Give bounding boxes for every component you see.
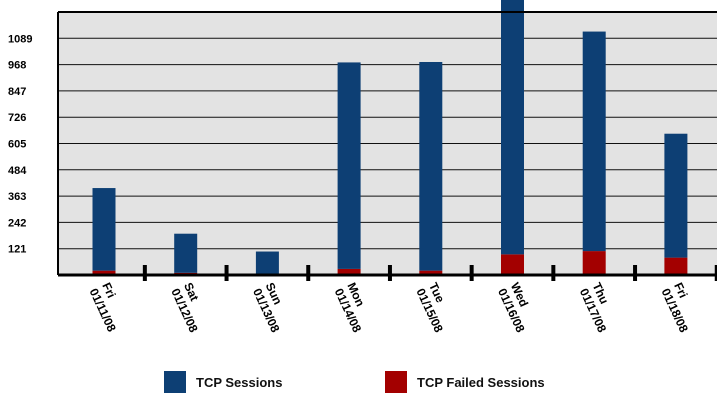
y-tick-label: 1089 bbox=[8, 33, 32, 45]
legend-label-tcp-sessions: TCP Sessions bbox=[196, 374, 283, 390]
legend: TCP Sessions TCP Failed Sessions bbox=[0, 371, 717, 393]
x-axis-tick-mark bbox=[387, 265, 392, 281]
bar-tcp-failed-sessions bbox=[419, 270, 443, 275]
plot-frame bbox=[57, 11, 717, 281]
legend-item-tcp-sessions: TCP Sessions bbox=[164, 371, 282, 393]
x-axis-tick-mark bbox=[714, 265, 717, 281]
y-tick-label: 726 bbox=[8, 112, 26, 124]
bar-tcp-sessions bbox=[174, 233, 198, 273]
bar-tcp-sessions bbox=[501, 0, 524, 255]
x-axis-tick-mark bbox=[551, 265, 556, 281]
gridlines bbox=[58, 37, 717, 250]
x-axis-tick-mark bbox=[142, 265, 147, 281]
y-tick-label: 242 bbox=[8, 217, 26, 229]
bar-tcp-sessions bbox=[419, 61, 443, 271]
bar-tcp-failed-sessions bbox=[582, 251, 606, 275]
x-axis-tick-mark bbox=[633, 265, 638, 281]
bar-tcp-failed-sessions bbox=[337, 268, 361, 275]
x-tick-day: Fri bbox=[671, 280, 690, 300]
y-axis-ticks: 121 242 363 484 605 726 847 968 1089 bbox=[8, 33, 32, 255]
bar-tcp-sessions bbox=[664, 133, 688, 258]
bar-tcp-sessions bbox=[92, 188, 116, 271]
y-tick-label: 847 bbox=[8, 86, 26, 98]
x-axis-tick-mark bbox=[306, 265, 311, 281]
y-tick-label: 363 bbox=[8, 191, 26, 203]
legend-item-tcp-failed-sessions: TCP Failed Sessions bbox=[385, 371, 545, 393]
x-axis-tick-mark bbox=[224, 265, 229, 281]
bar-chart: 121 242 363 484 605 726 847 968 1089 Fri01/11/08… bbox=[8, 0, 717, 335]
legend-label-tcp-failed-sessions: TCP Failed Sessions bbox=[417, 374, 545, 390]
legend-swatch-tcp-failed-sessions bbox=[385, 371, 407, 393]
bar-tcp-failed-sessions bbox=[501, 254, 524, 275]
bar-tcp-sessions bbox=[337, 62, 361, 269]
bar-tcp-failed-sessions bbox=[664, 257, 688, 275]
y-tick-label: 605 bbox=[8, 139, 26, 151]
bar-tcp-failed-sessions bbox=[92, 270, 116, 275]
y-tick-label: 968 bbox=[8, 60, 26, 72]
y-tick-label: 121 bbox=[8, 244, 26, 256]
bar-tcp-sessions bbox=[582, 31, 606, 252]
bars bbox=[92, 0, 688, 275]
x-tick-day: Fri bbox=[99, 280, 118, 300]
y-tick-label: 484 bbox=[8, 165, 27, 177]
x-axis-tick-mark bbox=[469, 265, 474, 281]
bar-tcp-sessions bbox=[255, 251, 279, 275]
legend-swatch-tcp-sessions bbox=[164, 371, 186, 393]
